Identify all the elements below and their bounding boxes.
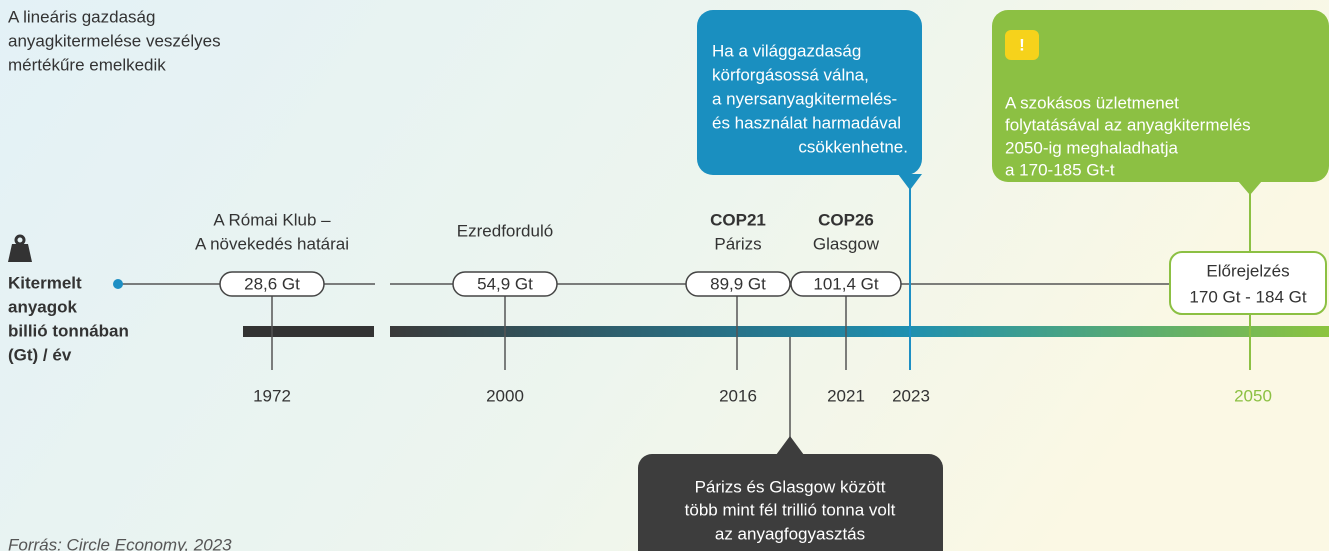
callout-text: a 170-185 Gt-t	[1005, 160, 1115, 179]
value-label: 28,6 Gt	[244, 274, 300, 293]
event-label: Párizs	[714, 234, 761, 253]
callout-text: Ha a világgazdaság	[712, 41, 861, 60]
period-bar	[390, 326, 1329, 337]
year-label: 2023	[892, 386, 930, 405]
callout-text: a nyersanyagkitermelés-	[712, 89, 897, 108]
axis-label-line: (Gt) / év	[8, 345, 72, 364]
year-label: 1972	[253, 386, 291, 405]
title-line: mértékűre emelkedik	[8, 55, 166, 74]
callout-text: több mint fél trillió tonna volt	[685, 500, 896, 519]
warning-icon	[1005, 30, 1039, 60]
value-pill	[790, 271, 902, 297]
callout-text: A szokásos üzletmenet	[1005, 93, 1179, 112]
forecast-label: Előrejelzés	[1206, 261, 1289, 280]
warning-icon-mark: !	[1019, 35, 1025, 54]
event-label: A növekedés határai	[195, 234, 349, 253]
value-label: 89,9 Gt	[710, 274, 766, 293]
callout-business-as-usual: ! A szokásos üzletmenet folytatásával az…	[992, 10, 1329, 195]
value-label: 101,4 Gt	[813, 274, 878, 293]
forecast-value: 170 Gt - 184 Gt	[1189, 287, 1306, 306]
callout-paris-glasgow: Párizs és Glasgow között több mint fél t…	[638, 436, 943, 551]
connectors	[271, 296, 847, 440]
callout-text: körforgásossá válna,	[712, 65, 869, 84]
year-label: 2000	[486, 386, 524, 405]
title-line: A lineáris gazdaság	[8, 7, 155, 26]
event-label: Glasgow	[813, 234, 880, 253]
title-line: anyagkitermelése veszélyes	[8, 31, 221, 50]
timeline-dot	[113, 279, 123, 289]
event-label: A Római Klub –	[213, 210, 331, 229]
callout-text: folytatásával az anyagkitermelés	[1005, 115, 1251, 134]
period-bar	[243, 326, 374, 337]
source: Forrás: Circle Economy, 2023	[8, 535, 232, 551]
callout-text: és használat harmadával	[712, 113, 901, 132]
year-label: 2050	[1234, 386, 1272, 405]
value-label: 54,9 Gt	[477, 274, 533, 293]
title: A lineáris gazdaság anyagkitermelése ves…	[8, 7, 221, 74]
weight-icon	[8, 234, 32, 262]
year-label: 2016	[719, 386, 757, 405]
year-label: 2021	[827, 386, 865, 405]
axis-label-line: billió tonnában	[8, 321, 129, 340]
value-pill	[685, 271, 791, 297]
forecast-box	[1169, 251, 1327, 315]
callout-text: csökkenhetne.	[798, 137, 908, 156]
axis-label-line: Kitermelt	[8, 273, 82, 292]
event-label: Ezredforduló	[457, 221, 553, 240]
value-pill	[452, 271, 558, 297]
callout-text: Párizs és Glasgow között	[695, 477, 886, 496]
event-label: COP21	[710, 210, 766, 229]
axis-label: Kitermelt anyagok billió tonnában (Gt) /…	[8, 273, 129, 364]
value-pill	[219, 271, 325, 297]
callout-circular: Ha a világgazdaság körforgásossá válna, …	[697, 10, 922, 190]
callout-text: 2050-ig meghaladhatja	[1005, 138, 1179, 157]
axis-label-line: anyagok	[8, 297, 78, 316]
event-label: COP26	[818, 210, 874, 229]
callout-text: az anyagfogyasztás	[715, 524, 865, 543]
